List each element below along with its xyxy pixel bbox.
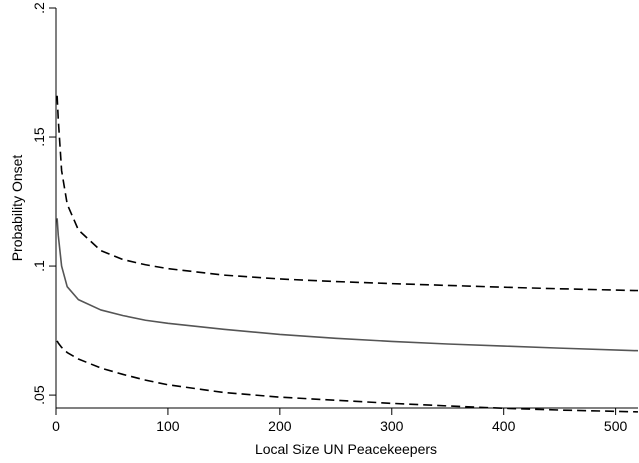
y-tick-label: .15 <box>31 127 47 147</box>
x-tick-label: 500 <box>604 418 628 434</box>
x-tick-label: 400 <box>492 418 516 434</box>
x-tick-label: 100 <box>156 418 180 434</box>
series-line-3 <box>56 340 639 413</box>
x-tick-label: 300 <box>380 418 404 434</box>
y-tick-label: .05 <box>31 385 47 405</box>
y-axis-label: Probability Onset <box>9 155 25 262</box>
x-axis-label: Local Size UN Peacekeepers <box>255 441 437 457</box>
series-group <box>56 95 639 413</box>
x-ticks: 0 100 200 300 400 500 <box>52 408 628 434</box>
y-tick-label: .1 <box>31 260 47 272</box>
y-ticks: .05 .1 .15 .2 <box>31 2 56 405</box>
y-tick-label: .2 <box>31 2 47 14</box>
x-tick-label: 200 <box>268 418 292 434</box>
axes <box>55 8 638 409</box>
series-line-2 <box>56 218 639 352</box>
series-line-1 <box>56 95 639 292</box>
x-tick-label: 0 <box>52 418 60 434</box>
